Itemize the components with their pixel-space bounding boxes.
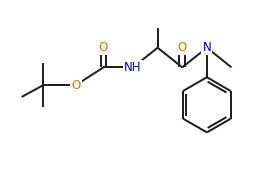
Text: N: N: [202, 41, 211, 54]
Text: O: O: [71, 79, 81, 92]
Text: NH: NH: [124, 61, 142, 74]
Text: O: O: [99, 41, 108, 54]
Text: O: O: [178, 41, 187, 54]
